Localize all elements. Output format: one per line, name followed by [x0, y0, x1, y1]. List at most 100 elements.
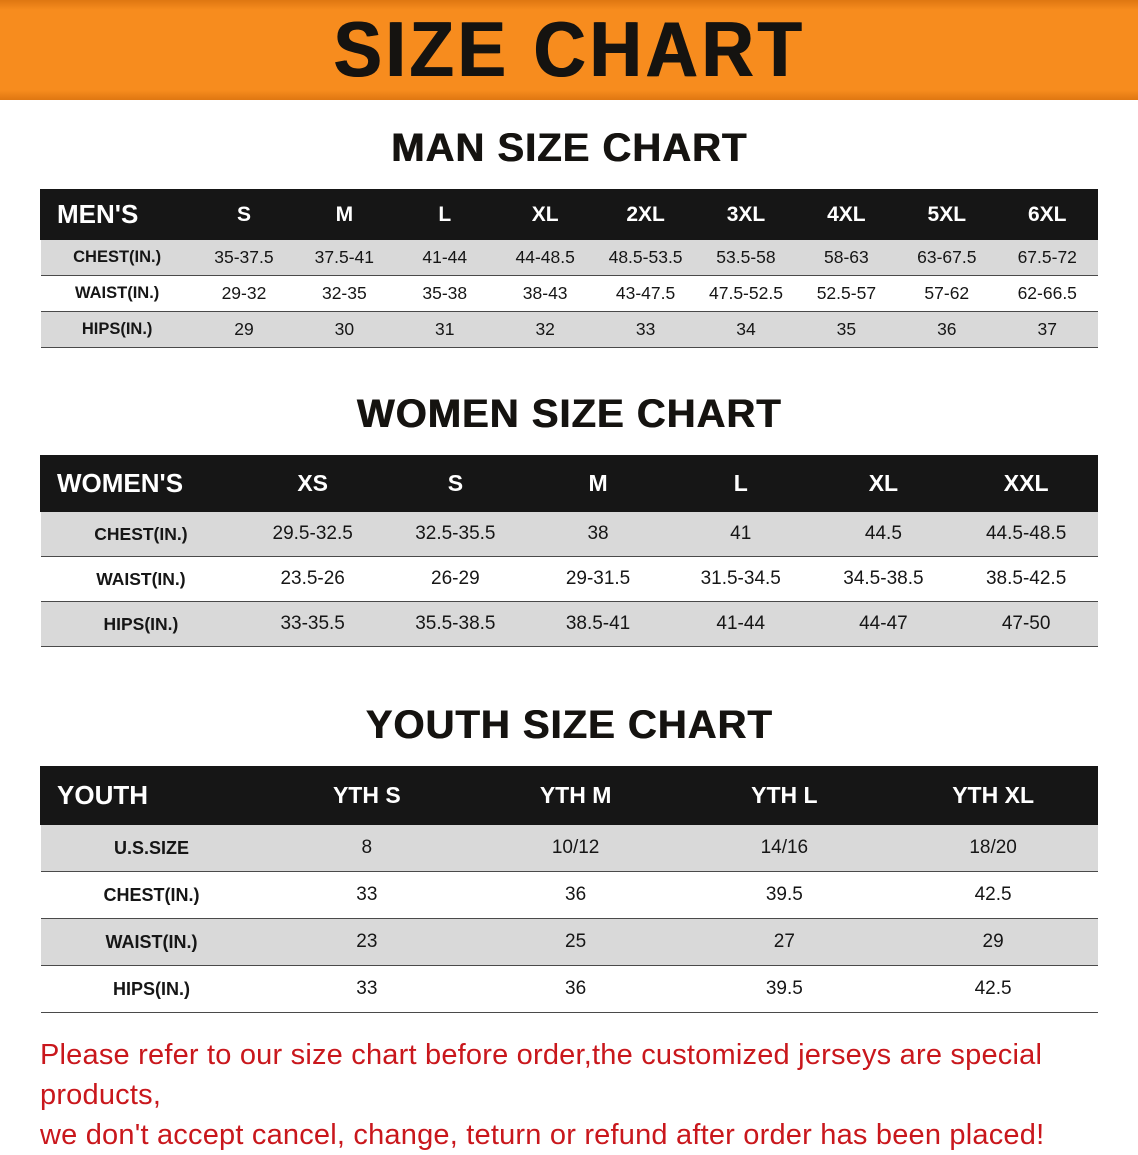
table-title-cell: WOMEN'S — [40, 455, 242, 512]
table-row: WAIST(IN.) 29-32 32-35 35-38 38-43 43-47.5 47.… — [40, 275, 1098, 312]
size-value-cell: 48.5-53.5 — [595, 239, 696, 276]
size-value-cell: 57-62 — [896, 275, 997, 312]
size-value-cell: 29.5-32.5 — [241, 511, 385, 557]
size-column-header: XXL — [954, 455, 1098, 512]
size-value-cell: 32-35 — [294, 275, 395, 312]
size-value-cell: 30 — [294, 311, 395, 348]
size-value-cell: 33 — [262, 871, 472, 919]
size-value-cell: 53.5-58 — [695, 239, 797, 276]
size-value-cell: 26-29 — [384, 556, 527, 602]
table-row: HIPS(IN.) 33-35.5 35.5-38.5 38.5-41 41-44 44-… — [40, 601, 1098, 647]
size-value-cell: 27 — [679, 918, 889, 966]
size-column-header: XS — [240, 455, 385, 512]
size-value-cell: 33 — [595, 311, 696, 348]
size-value-cell: 32 — [494, 311, 596, 348]
size-column-header: 3XL — [695, 189, 797, 240]
man-section-heading: MAN SIZE CHART — [390, 126, 748, 170]
table-row: U.S.SIZE 8 10/12 14/16 18/20 — [40, 824, 1098, 872]
size-value-cell: 36 — [896, 311, 997, 348]
size-value-cell: 34 — [695, 311, 797, 348]
size-value-cell: 35.5-38.5 — [384, 601, 527, 647]
size-value-cell: 38.5-42.5 — [954, 556, 1098, 602]
size-value-cell: 47.5-52.5 — [695, 275, 797, 312]
size-value-cell: 31.5-34.5 — [669, 556, 813, 602]
table-row: WAIST(IN.) 23 25 27 29 — [40, 918, 1098, 966]
size-chart-banner: SIZE CHART — [0, 0, 1138, 100]
size-value-cell: 29-32 — [193, 275, 295, 312]
size-value-cell: 23.5-26 — [241, 556, 385, 602]
women-section-heading: WOMEN SIZE CHART — [356, 392, 782, 436]
size-value-cell: 63-67.5 — [896, 239, 997, 276]
table-row: HIPS(IN.) 33 36 39.5 42.5 — [40, 965, 1098, 1013]
footer-line-2: we don't accept cancel, change, teturn o… — [40, 1119, 1045, 1152]
row-label: WAIST(IN.) — [40, 275, 194, 312]
size-value-cell: 35 — [796, 311, 897, 348]
table-row: WAIST(IN.) 23.5-26 26-29 29-31.5 31.5-34.5 34… — [40, 556, 1098, 602]
row-label: HIPS(IN.) — [40, 311, 194, 348]
row-label: CHEST(IN.) — [40, 511, 242, 557]
size-value-cell: 62-66.5 — [997, 275, 1098, 312]
size-value-cell: 67.5-72 — [997, 239, 1098, 276]
size-value-cell: 35-38 — [394, 275, 495, 312]
size-value-cell: 32.5-35.5 — [384, 511, 527, 557]
table-row: CHEST(IN.) 29.5-32.5 32.5-35.5 38 41 44.5 44.5… — [40, 511, 1098, 557]
footer-note: Please refer to our size chart before or… — [40, 1035, 1118, 1155]
youth-section-heading: YOUTH SIZE CHART — [365, 703, 773, 747]
table-header-row: WOMEN'S XS S M L XL XXL — [40, 455, 1098, 512]
size-value-cell: 29-31.5 — [526, 556, 670, 602]
size-column-header: YTH S — [261, 766, 472, 825]
size-value-cell: 42.5 — [888, 965, 1098, 1013]
size-value-cell: 41-44 — [669, 601, 813, 647]
size-value-cell: 34.5-38.5 — [812, 556, 955, 602]
size-column-header: XL — [811, 455, 956, 512]
size-value-cell: 36 — [471, 871, 680, 919]
size-value-cell: 36 — [471, 965, 680, 1013]
size-value-cell: 29 — [193, 311, 295, 348]
size-value-cell: 47-50 — [954, 601, 1098, 647]
women-size-table: WOMEN'S XS S M L XL XXL CHEST(IN.) 29.5-32.5 32.5… — [40, 455, 1098, 647]
row-label: CHEST(IN.) — [40, 239, 194, 276]
size-column-header: YTH L — [679, 766, 890, 825]
size-value-cell: 35-37.5 — [193, 239, 295, 276]
size-value-cell: 37.5-41 — [294, 239, 395, 276]
size-value-cell: 58-63 — [796, 239, 897, 276]
size-column-header: 4XL — [795, 189, 898, 240]
row-label: HIPS(IN.) — [40, 965, 263, 1013]
size-column-header: S — [193, 189, 295, 240]
size-value-cell: 18/20 — [888, 824, 1098, 872]
size-column-header: 2XL — [594, 189, 697, 240]
size-value-cell: 44.5 — [812, 511, 955, 557]
size-column-header: 6XL — [996, 189, 1098, 240]
size-value-cell: 39.5 — [679, 871, 889, 919]
size-value-cell: 37 — [997, 311, 1098, 348]
table-row: CHEST(IN.) 33 36 39.5 42.5 — [40, 871, 1098, 919]
size-column-header: YTH XL — [888, 766, 1098, 825]
size-value-cell: 52.5-57 — [796, 275, 897, 312]
table-header-row: YOUTH YTH S YTH M YTH L YTH XL — [40, 766, 1098, 825]
size-value-cell: 38-43 — [494, 275, 596, 312]
row-label: WAIST(IN.) — [40, 918, 263, 966]
table-row: CHEST(IN.) 35-37.5 37.5-41 41-44 44-48.5 48.5… — [40, 239, 1098, 276]
size-value-cell: 42.5 — [888, 871, 1098, 919]
row-label: WAIST(IN.) — [40, 556, 242, 602]
size-column-header: YTH M — [470, 766, 681, 825]
size-column-header: M — [526, 455, 670, 512]
size-value-cell: 41-44 — [394, 239, 495, 276]
size-value-cell: 29 — [888, 918, 1098, 966]
row-label: HIPS(IN.) — [40, 601, 242, 647]
size-value-cell: 33-35.5 — [241, 601, 385, 647]
size-value-cell: 14/16 — [679, 824, 889, 872]
size-value-cell: 31 — [394, 311, 495, 348]
table-title-cell: MEN'S — [39, 189, 195, 240]
size-value-cell: 10/12 — [471, 824, 680, 872]
size-value-cell: 25 — [471, 918, 680, 966]
size-value-cell: 44-48.5 — [494, 239, 596, 276]
size-value-cell: 8 — [262, 824, 472, 872]
row-label: U.S.SIZE — [40, 824, 263, 872]
size-column-header: XL — [494, 189, 596, 240]
size-value-cell: 23 — [262, 918, 472, 966]
size-value-cell: 33 — [262, 965, 472, 1013]
size-value-cell: 44.5-48.5 — [954, 511, 1098, 557]
banner-title: SIZE CHART — [333, 6, 805, 94]
table-title-cell: YOUTH — [40, 766, 263, 825]
